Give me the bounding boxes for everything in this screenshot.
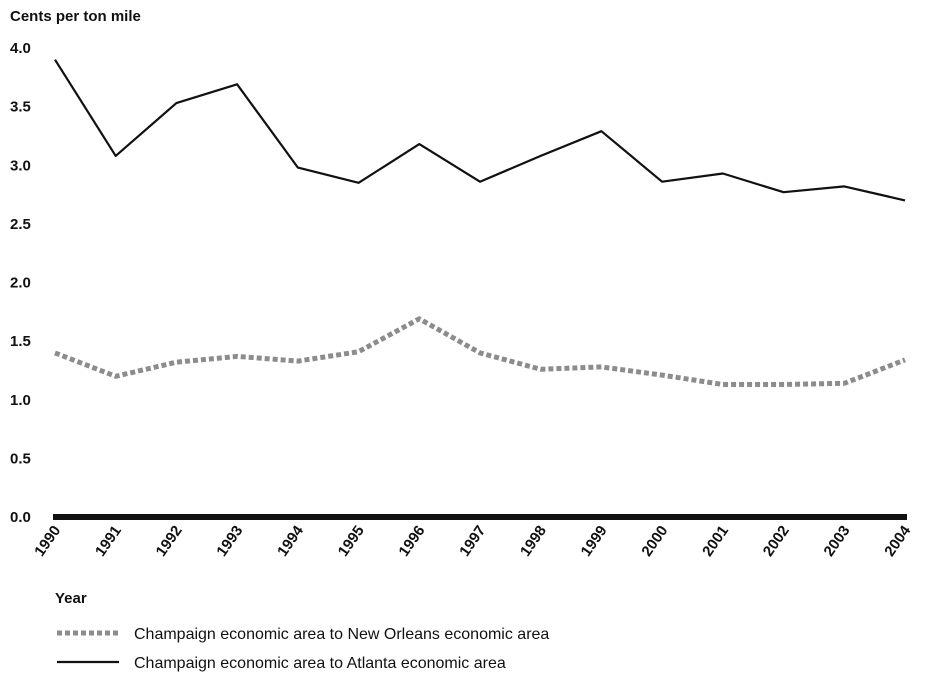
x-tick-label: 1991 (92, 523, 125, 560)
y-tick-label: 0.5 (10, 450, 31, 467)
x-tick-label: 2000 (638, 523, 671, 560)
y-axis-ticks: 0.0 0.5 1.0 1.5 2.0 2.5 3.0 3.5 4.0 (10, 40, 31, 526)
x-tick-label: 2001 (699, 523, 732, 560)
x-tick-label: 1993 (213, 523, 246, 560)
legend-label: Champaign economic area to New Orleans e… (134, 626, 549, 643)
x-tick-label: 1997 (456, 523, 489, 560)
y-tick-label: 1.0 (10, 392, 31, 409)
x-axis-title: Year (55, 590, 87, 607)
x-tick-label: 1998 (517, 523, 550, 560)
x-axis-ticks: 1990 1991 1992 1993 1994 1995 1996 1997 1998 1999… (31, 522, 914, 560)
y-tick-label: 1.5 (10, 333, 31, 350)
legend: Champaign economic area to New Orleans e… (57, 626, 549, 672)
y-tick-label: 4.0 (10, 40, 31, 57)
x-tick-label: 2002 (760, 523, 793, 560)
x-tick-label: 1996 (395, 523, 428, 560)
y-tick-label: 3.0 (10, 157, 31, 174)
y-tick-label: 2.0 (10, 275, 31, 292)
legend-label: Champaign economic area to Atlanta econo… (134, 655, 506, 672)
series-line-2 (54, 59, 906, 202)
x-tick-label: 2003 (820, 523, 853, 560)
series-line-1 (54, 316, 906, 387)
y-tick-label: 0.0 (10, 509, 31, 526)
x-tick-label: 1995 (335, 523, 368, 560)
y-tick-label: 2.5 (10, 216, 31, 233)
x-tick-label: 2004 (881, 522, 914, 560)
x-tick-label: 1992 (153, 523, 186, 560)
series-layer (54, 59, 906, 387)
y-axis-title: Cents per ton mile (10, 8, 141, 25)
x-tick-label: 1999 (578, 523, 611, 560)
y-tick-label: 3.5 (10, 99, 31, 116)
x-tick-label: 1994 (274, 522, 307, 560)
x-tick-label: 1990 (31, 523, 64, 560)
